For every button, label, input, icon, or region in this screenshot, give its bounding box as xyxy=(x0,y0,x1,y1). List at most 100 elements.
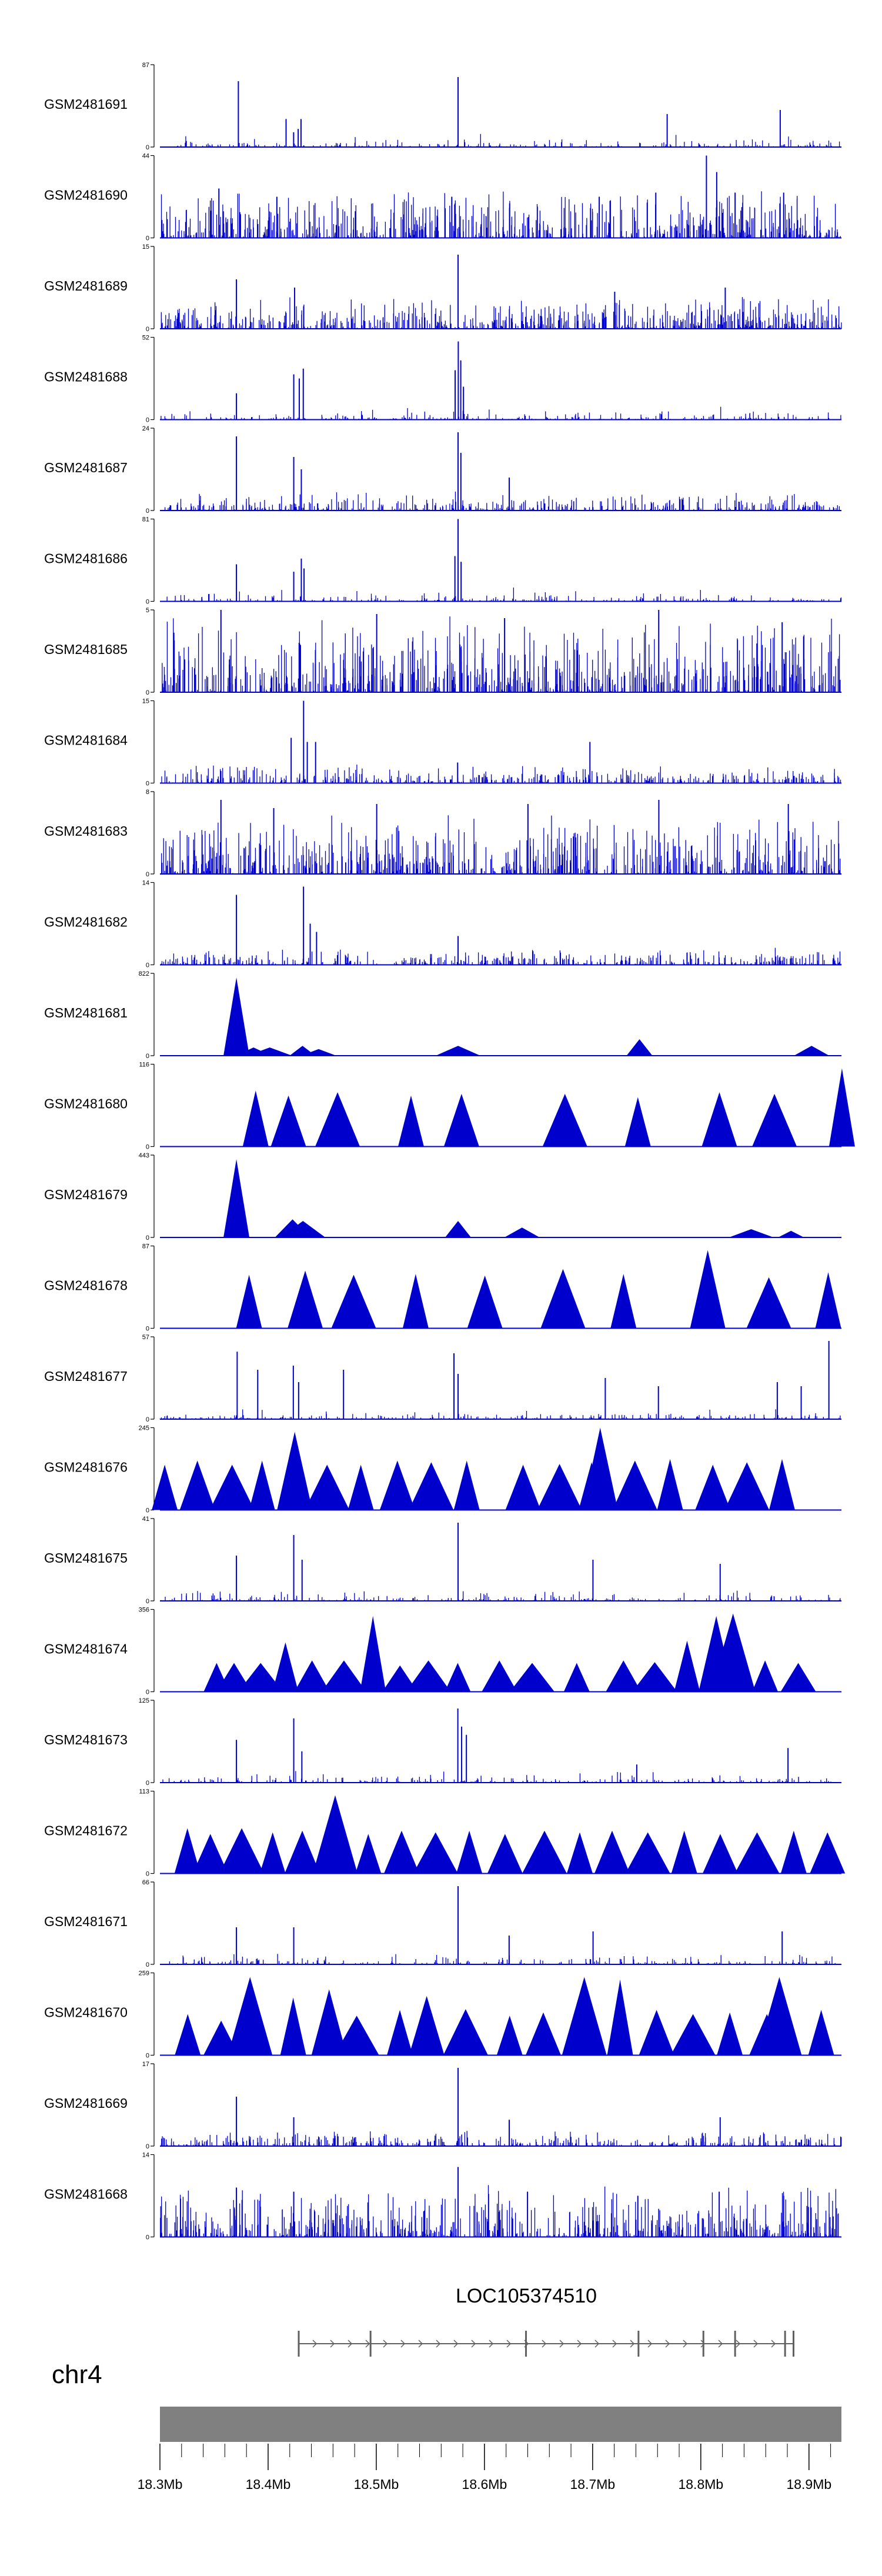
signal-peak xyxy=(606,1660,642,1692)
signal-bars xyxy=(164,491,840,510)
track-GSM2481669: GSM2481669 17 0 xyxy=(44,2061,842,2150)
track-GSM2481688: GSM2481688 52 0 xyxy=(44,335,841,424)
signal-peak xyxy=(582,1427,618,1510)
y-min-label: 0 xyxy=(146,1416,149,1423)
signal-peak xyxy=(228,1977,273,2056)
signal-peak xyxy=(780,1830,807,1874)
track-label: GSM2481678 xyxy=(44,1278,128,1293)
signal-peak xyxy=(406,1660,451,1692)
signal-bars xyxy=(161,616,841,692)
signal xyxy=(169,1886,837,1964)
axis-tick-label: 18.4Mb xyxy=(246,2477,291,2492)
strand-arrow xyxy=(400,2340,406,2348)
signal xyxy=(164,432,840,510)
track-GSM2481671: GSM2481671 66 0 xyxy=(44,1879,841,1968)
strand-arrow xyxy=(312,2340,318,2348)
y-min-label: 0 xyxy=(146,1234,149,1242)
signal xyxy=(159,1341,841,1419)
signal-peak xyxy=(311,1989,347,2056)
gene-label: LOC105374510 xyxy=(456,2285,597,2307)
signal xyxy=(160,800,841,874)
track-GSM2481680: GSM2481680 116 0 xyxy=(44,1062,855,1151)
y-min-label: 0 xyxy=(146,326,149,333)
axis-tick-label: 18.5Mb xyxy=(354,2477,399,2492)
axis-tick-label: 18.9Mb xyxy=(786,2477,831,2492)
y-max-label: 44 xyxy=(142,153,149,160)
signal-peak xyxy=(769,1459,796,1510)
signal-peak xyxy=(321,1660,366,1692)
y-max-label: 113 xyxy=(139,1788,149,1796)
signal-peak xyxy=(402,1274,429,1329)
signal-peak xyxy=(487,1834,523,1874)
y-min-label: 0 xyxy=(146,2143,149,2150)
signal-peak xyxy=(594,1830,630,1874)
signal-peak xyxy=(238,1663,283,1692)
signal xyxy=(242,1068,855,1147)
signal-bars xyxy=(161,406,841,420)
signal-bars xyxy=(161,1590,841,1601)
signal-peak xyxy=(690,1250,726,1329)
signal xyxy=(223,977,830,1056)
signal xyxy=(161,886,842,965)
strand-arrow xyxy=(647,2340,653,2348)
signal-peak xyxy=(757,1977,802,2056)
signal-bars xyxy=(163,588,842,602)
signal xyxy=(152,1427,796,1510)
track-label: GSM2481686 xyxy=(44,551,128,566)
track-label: GSM2481689 xyxy=(44,278,128,293)
signal-peak xyxy=(734,1832,780,1874)
signal-peak xyxy=(443,1093,479,1147)
strand-arrow xyxy=(700,2340,706,2348)
y-min-label: 0 xyxy=(146,144,149,151)
strand-arrow xyxy=(418,2340,423,2348)
strand-arrow xyxy=(436,2340,441,2348)
y-min-label: 0 xyxy=(146,1598,149,1605)
y-max-label: 125 xyxy=(139,1697,149,1704)
track-label: GSM2481690 xyxy=(44,188,128,203)
track-label: GSM2481691 xyxy=(44,96,128,112)
signal-bars xyxy=(160,2185,841,2237)
strand-arrow xyxy=(771,2340,776,2348)
track-GSM2481690: GSM2481690 44 0 xyxy=(44,153,841,242)
y-max-label: 81 xyxy=(142,516,149,523)
y-min-label: 0 xyxy=(146,1961,149,1968)
track-label: GSM2481673 xyxy=(44,1732,128,1747)
signal-peak xyxy=(724,1462,770,1510)
signal-bars xyxy=(161,765,841,783)
signal-peak xyxy=(409,1996,445,2056)
track-label: GSM2481681 xyxy=(44,1005,128,1020)
track-GSM2481686: GSM2481686 81 0 xyxy=(44,516,842,606)
y-max-label: 259 xyxy=(139,1970,149,1977)
signal-peak xyxy=(294,1660,330,1692)
y-min-label: 0 xyxy=(146,599,149,606)
signal-peak xyxy=(259,1832,286,1874)
track-GSM2481673: GSM2481673 125 0 xyxy=(44,1697,841,1787)
signal-peak xyxy=(657,1459,683,1510)
y-max-label: 8 xyxy=(146,789,149,796)
signal-peak xyxy=(607,1979,633,2056)
signal-peak xyxy=(249,1460,275,1510)
track-label: GSM2481682 xyxy=(44,915,128,930)
axis-tick-label: 18.8Mb xyxy=(678,2477,723,2492)
signal-peak xyxy=(242,1090,269,1147)
y-max-label: 822 xyxy=(139,970,149,977)
y-min-label: 0 xyxy=(146,1053,149,1060)
y-max-label: 87 xyxy=(142,62,149,69)
signal xyxy=(203,1613,816,1692)
signal-bars xyxy=(169,1954,837,1964)
signal-peak xyxy=(409,1462,454,1510)
signal-peak xyxy=(625,1832,670,1874)
track-GSM2481691: GSM2481691 87 0 xyxy=(44,62,841,151)
strand-arrow xyxy=(453,2340,459,2348)
strand-arrow xyxy=(683,2340,688,2348)
signal-peak xyxy=(247,1047,292,1056)
strand-arrow xyxy=(489,2340,494,2348)
chromosome-ideogram: chr4 18.3Mb 18.4Mb 18.5Mb 18.6Mb 18.7Mb 18.8M… xyxy=(52,2360,841,2492)
strand-arrow xyxy=(718,2340,723,2348)
signal-peak xyxy=(223,1159,250,1237)
y-max-label: 5 xyxy=(146,607,149,614)
signal-peak xyxy=(288,1270,323,1329)
signal xyxy=(161,255,842,329)
signal-peak xyxy=(236,1274,262,1329)
